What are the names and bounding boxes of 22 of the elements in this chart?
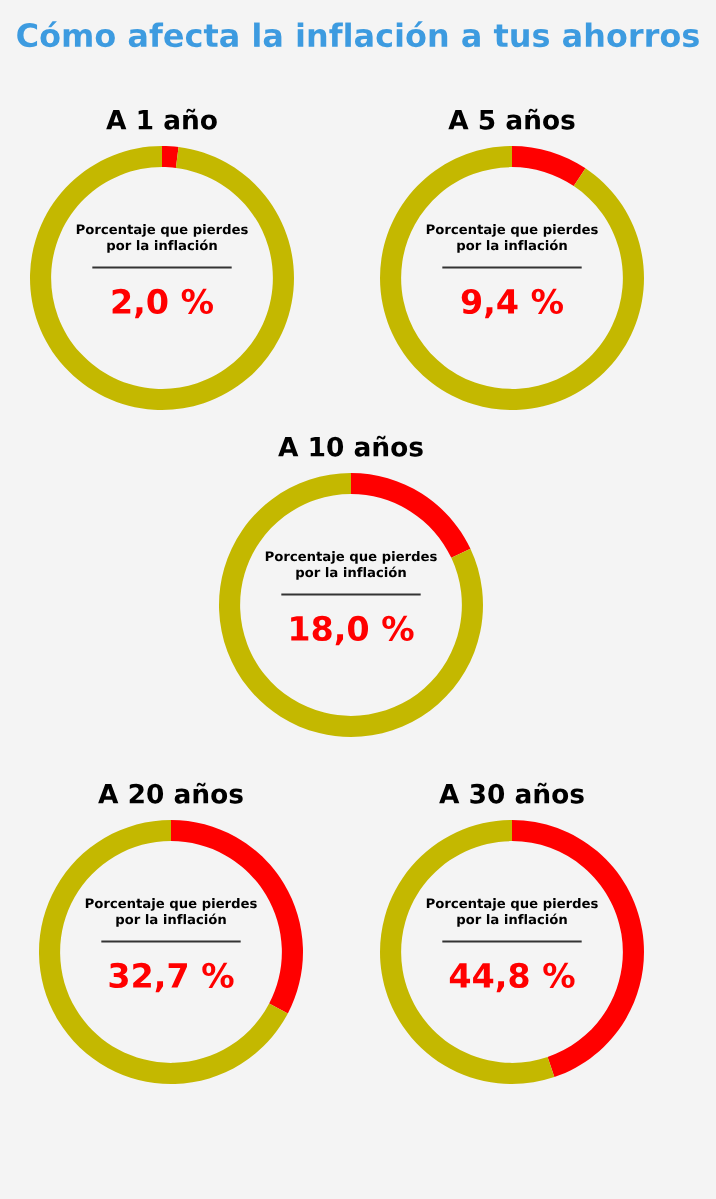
text: Porcentaje que pierdes por la inflación xyxy=(85,898,257,927)
text: Porcentaje que pierdes por la inflación xyxy=(76,224,248,253)
text: Cómo afecta la inflación a tus ahorros xyxy=(17,21,699,48)
text: 44,8 % xyxy=(449,962,575,993)
chart-title: A 1 año xyxy=(106,108,217,130)
donut-slice xyxy=(162,146,179,168)
text: Porcentaje que pierdes por la inflación xyxy=(265,551,437,580)
donut-slice xyxy=(219,473,483,737)
text: Porcentaje que pierdes por la inflación xyxy=(426,898,598,927)
donut-slice xyxy=(30,146,294,410)
donut-slice xyxy=(512,146,586,186)
chart-title: A 5 años xyxy=(448,108,575,130)
text: 2,0 % xyxy=(112,288,213,319)
text: 32,7 % xyxy=(109,962,234,993)
text: 9,4 % xyxy=(461,288,563,319)
chart-title: A 10 años xyxy=(278,435,423,457)
chart-title: A 20 años xyxy=(98,782,243,804)
donut-slice xyxy=(39,820,288,1084)
text: 18,0 % xyxy=(291,615,414,646)
donut-slice xyxy=(380,146,644,410)
chart-title: A 30 años xyxy=(439,782,584,804)
text: Porcentaje que pierdes por la inflación xyxy=(426,224,598,253)
